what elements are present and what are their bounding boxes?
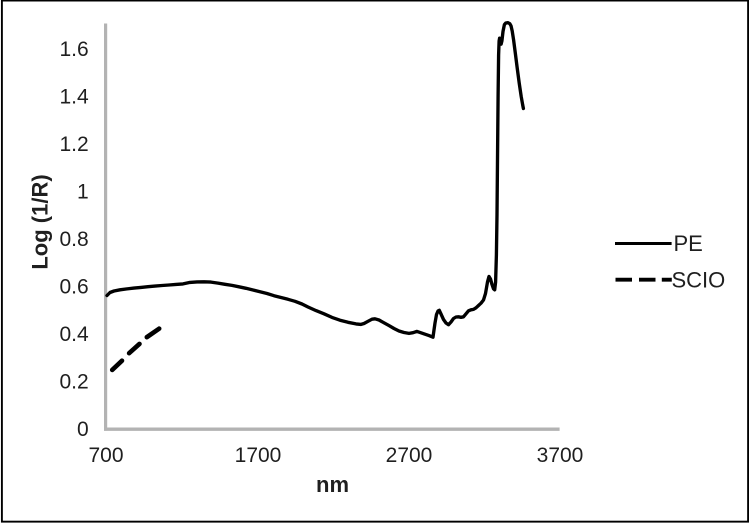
svg-text:1.4: 1.4: [59, 85, 89, 108]
svg-text:1.6: 1.6: [59, 38, 88, 61]
svg-text:0.8: 0.8: [59, 228, 88, 251]
svg-text:700: 700: [88, 444, 123, 467]
svg-text:nm: nm: [316, 472, 349, 497]
svg-text:2700: 2700: [386, 444, 433, 467]
svg-text:3700: 3700: [537, 444, 584, 467]
svg-text:1: 1: [77, 180, 89, 203]
svg-text:PE: PE: [674, 231, 703, 256]
svg-text:0.6: 0.6: [59, 275, 88, 298]
svg-text:0: 0: [77, 418, 89, 441]
svg-text:SCIO: SCIO: [672, 268, 726, 293]
svg-text:Log (1/R): Log (1/R): [28, 174, 53, 269]
svg-text:1700: 1700: [235, 444, 282, 467]
svg-text:0.2: 0.2: [59, 370, 88, 393]
svg-text:0.4: 0.4: [59, 323, 89, 346]
svg-text:1.2: 1.2: [59, 133, 88, 156]
